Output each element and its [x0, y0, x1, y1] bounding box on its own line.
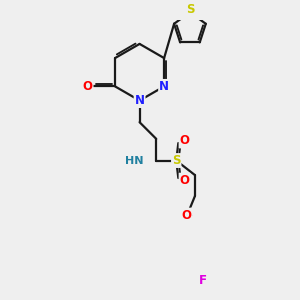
- Text: N: N: [159, 80, 169, 93]
- Text: S: S: [187, 3, 195, 16]
- Text: S: S: [172, 154, 181, 167]
- Text: O: O: [82, 80, 93, 93]
- Text: F: F: [199, 274, 207, 287]
- Text: N: N: [135, 94, 145, 107]
- Text: O: O: [180, 174, 190, 187]
- Text: O: O: [182, 208, 192, 222]
- Text: HN: HN: [125, 155, 144, 166]
- Text: O: O: [180, 134, 190, 148]
